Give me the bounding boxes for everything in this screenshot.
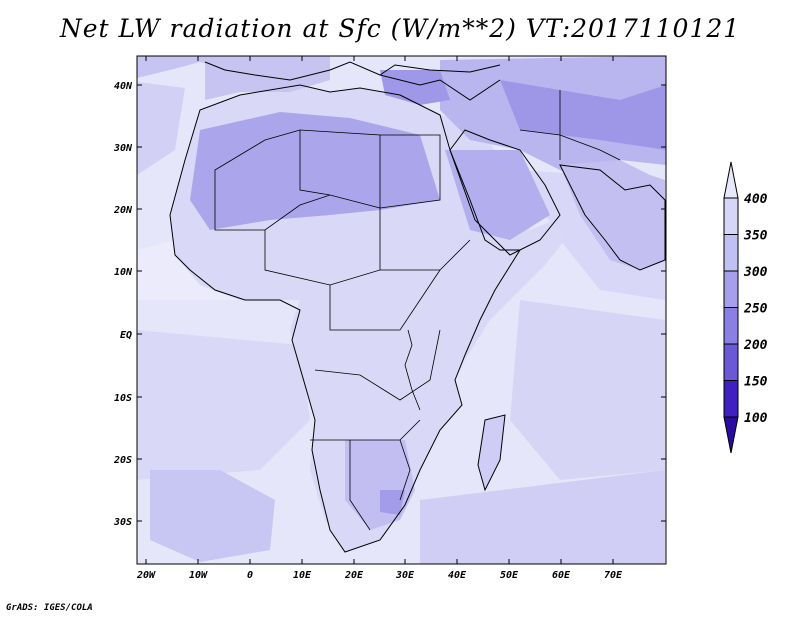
colorbar-segment xyxy=(723,197,739,235)
field-patch xyxy=(150,470,275,562)
lat-tick-label: 10N xyxy=(114,267,133,278)
rift-lakes xyxy=(404,329,421,411)
field-patch xyxy=(137,82,185,175)
colorbar-max-arrow xyxy=(723,161,739,199)
lat-tick-label: 20N xyxy=(113,205,133,216)
mediterranean-coast xyxy=(204,61,501,101)
lon-tick-label: 50E xyxy=(500,570,519,581)
border-line xyxy=(214,129,381,231)
lon-tick-label: 30E xyxy=(395,570,415,581)
border-line xyxy=(379,134,441,209)
border-line xyxy=(310,419,421,441)
coastlines xyxy=(169,61,666,553)
field-patch xyxy=(420,470,665,564)
lon-axis: 20W 10W 0 10E 20E 30E 40E 50E 60E 70E xyxy=(136,56,623,581)
lon-tick-label: 40E xyxy=(448,570,467,581)
europe-land xyxy=(205,56,330,100)
lon-tick-label: 20W xyxy=(136,570,156,581)
border-line xyxy=(299,130,331,196)
sahara-region xyxy=(190,112,440,230)
lat-tick-label: 30S xyxy=(113,517,132,528)
africa-coastline xyxy=(169,84,521,553)
colorbar-segment xyxy=(723,270,739,308)
lon-tick-label: 70E xyxy=(604,570,623,581)
lat-axis: 40N 30N 20N 10N EQ 10S 20S 30S xyxy=(113,81,666,528)
lat-tick-label: 20S xyxy=(113,455,132,466)
colorbar-label: 150 xyxy=(744,375,768,390)
map-frame xyxy=(136,55,667,565)
black-sea-coast xyxy=(379,64,501,76)
field-patch xyxy=(137,330,310,480)
map-field xyxy=(137,56,666,564)
border-line xyxy=(349,440,371,531)
border-line xyxy=(314,329,441,401)
colorbar-min-arrow xyxy=(723,416,739,454)
lon-tick-label: 0 xyxy=(247,570,253,581)
colorbar-label: 200 xyxy=(743,338,768,353)
lon-tick-label: 20E xyxy=(344,570,364,581)
colorbar: 400 350 300 250 200 150 100 xyxy=(723,161,768,454)
colorbar-segment xyxy=(723,380,739,418)
colorbar-segment xyxy=(723,234,739,272)
lat-tick-label: 40N xyxy=(114,81,133,92)
chart-title: Net LW radiation at Sfc (W/m**2) VT:2017… xyxy=(59,14,741,43)
colorbar-label: 250 xyxy=(743,302,768,317)
colorbar-label: 300 xyxy=(743,265,768,280)
colorbar-segment xyxy=(723,307,739,345)
country-borders xyxy=(214,90,621,531)
lon-tick-label: 10W xyxy=(189,570,208,581)
colorbar-label: 100 xyxy=(744,411,768,426)
india-coastline xyxy=(559,164,666,271)
lat-tick-label: 30N xyxy=(113,143,133,154)
turkey-region xyxy=(380,70,450,105)
arabia-region xyxy=(445,150,550,240)
lon-tick-label: 10E xyxy=(293,570,312,581)
border-line xyxy=(329,269,441,331)
border-line xyxy=(399,439,411,501)
madagascar-land xyxy=(477,414,506,492)
grads-credit: GrADS: IGES/COLA xyxy=(6,603,93,613)
colorbar-label: 400 xyxy=(744,192,768,207)
colorbar-label: 350 xyxy=(743,229,768,244)
arabia-coastline xyxy=(449,129,561,256)
border-line xyxy=(519,129,621,161)
field-patch xyxy=(510,300,665,480)
colorbar-segment xyxy=(723,343,739,381)
lesotho-region xyxy=(380,490,405,515)
lat-tick-label: EQ xyxy=(120,330,132,341)
lon-tick-label: 60E xyxy=(552,570,571,581)
lat-tick-label: 10S xyxy=(114,393,132,404)
